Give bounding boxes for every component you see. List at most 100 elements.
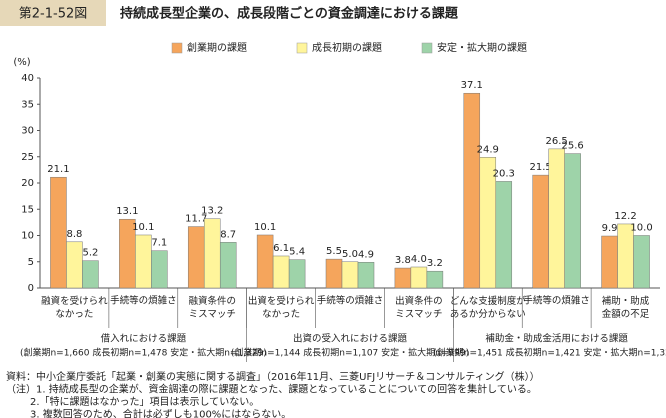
bar	[50, 176, 67, 289]
note: 2.「特に課題はなかった」項目は表示していない。	[30, 395, 259, 408]
legend-swatch	[296, 42, 308, 54]
value-label: 10.1	[132, 222, 154, 233]
value-label: 11.7	[185, 214, 207, 225]
x-tick-label: 手続等の煩雑さ	[317, 295, 384, 307]
figure-label-box	[0, 0, 106, 26]
bar	[272, 255, 290, 289]
bar	[410, 266, 428, 289]
bar	[633, 235, 650, 289]
bar	[532, 174, 549, 289]
bar	[82, 260, 99, 289]
value-label: 10.0	[630, 223, 652, 234]
value-label: 5.4	[289, 247, 305, 258]
bar	[256, 234, 274, 289]
value-label: 37.1	[461, 80, 483, 91]
bar	[341, 261, 359, 289]
legend-label: 創業期の課題	[187, 41, 247, 54]
value-label: 21.1	[47, 164, 69, 175]
y-axis-label: (%)	[13, 57, 30, 68]
value-label: 10.1	[254, 222, 276, 233]
bar	[219, 242, 237, 289]
bar	[564, 153, 581, 289]
x-tick-label: 補助・助成金額の不足	[602, 295, 650, 320]
bar	[463, 92, 481, 289]
y-tick-label: 35	[21, 99, 34, 110]
group-label: 補助金・助成金活用における課題	[485, 333, 628, 345]
y-tick-label: 30	[21, 126, 34, 137]
group-note: (創業期n=1,660 成長初期n=1,478 安定・拡大期n=1,329)	[20, 347, 267, 359]
x-tick-label: 手続等の煩雑さ	[110, 295, 177, 307]
value-label: 3.8	[395, 255, 411, 266]
legend-label: 安定・拡大期の課題	[437, 41, 527, 54]
x-tick-label: どんな支援制度があるか分からない	[450, 295, 527, 320]
note: 資料：中小企業庁委託「起業・創業の実態に関する調査」（2016年11月、三菱UF…	[6, 370, 540, 383]
value-label: 4.9	[358, 249, 374, 260]
label-line: どんな支援制度が	[450, 295, 527, 307]
y-tick-label: 10	[21, 231, 34, 242]
value-label: 21.5	[530, 162, 552, 173]
label-line: 出資を受けられ	[248, 295, 315, 307]
label-line: ミスマッチ	[395, 309, 442, 320]
value-label: 20.3	[493, 168, 515, 179]
bar	[288, 259, 306, 289]
value-label: 7.1	[151, 238, 167, 249]
legend-swatch	[421, 42, 433, 54]
bar	[601, 235, 618, 289]
y-tick-label: 20	[21, 178, 34, 189]
x-tick-label: 出資を受けられなかった	[248, 295, 315, 320]
value-label: 3.2	[427, 258, 443, 269]
figure-label: 第2-1-52図	[19, 7, 87, 22]
label-line: 融資条件の	[188, 295, 236, 307]
x-tick-label: 融資を受けられなかった	[41, 295, 108, 320]
y-tick-label: 15	[21, 204, 34, 215]
label-line: ミスマッチ	[189, 309, 236, 320]
x-tick-label: 出資条件のミスマッチ	[395, 295, 443, 320]
value-label: 25.6	[562, 141, 584, 152]
legend-swatch	[171, 42, 183, 54]
value-label: 12.2	[614, 211, 636, 222]
label-line: 融資を受けられ	[41, 295, 108, 307]
value-label: 26.5	[546, 136, 568, 147]
label-line: 出資条件の	[395, 295, 443, 307]
bar	[135, 234, 152, 289]
label-line: 補助・助成	[602, 295, 650, 307]
x-tick-label: 手続等の煩雑さ	[523, 295, 590, 307]
y-tick-label: 5	[28, 257, 34, 268]
value-label: 13.1	[116, 206, 138, 217]
value-label: 9.9	[602, 223, 618, 234]
value-label: 4.0	[411, 254, 427, 265]
bar	[548, 148, 565, 289]
legend-label: 成長初期の課題	[312, 41, 382, 54]
y-tick-label: 40	[21, 73, 34, 84]
bar	[187, 226, 205, 289]
value-label: 13.2	[201, 206, 223, 217]
chart-title: 持続成長型企業の、成長段階ごとの資金調達における課題	[120, 6, 459, 22]
value-label: 24.9	[477, 144, 499, 155]
bar	[426, 270, 444, 289]
x-tick-label: 融資条件のミスマッチ	[188, 295, 236, 320]
group-note: (創業期n=1,144 成長初期n=1,107 安定・拡大期n=999)	[231, 347, 469, 359]
y-tick-label: 0	[28, 283, 34, 294]
bar	[617, 223, 634, 289]
bar	[495, 181, 513, 289]
bar	[357, 262, 375, 289]
value-label: 5.2	[82, 248, 98, 259]
label-line: なかった	[262, 309, 300, 320]
label-line: 金額の不足	[602, 308, 650, 320]
label-line: なかった	[55, 309, 93, 320]
group-label: 出資の受入れにおける課題	[293, 333, 408, 345]
value-label: 8.8	[66, 229, 82, 240]
value-label: 5.0	[342, 249, 358, 260]
value-label: 8.7	[220, 229, 236, 240]
note: 3. 複数回答のため、合計は必ずしも100%にはならない。	[30, 408, 291, 418]
bar	[151, 250, 168, 289]
group-note: (創業期n=1,451 成長初期n=1,421 安定・拡大期n=1,326)	[433, 347, 666, 359]
value-label: 6.1	[273, 243, 289, 254]
group-label: 借入れにおける課題	[101, 333, 187, 345]
y-tick-label: 25	[21, 152, 34, 163]
bar	[325, 258, 343, 289]
bar	[394, 267, 412, 289]
bar	[66, 241, 83, 289]
value-label: 5.5	[326, 246, 342, 257]
